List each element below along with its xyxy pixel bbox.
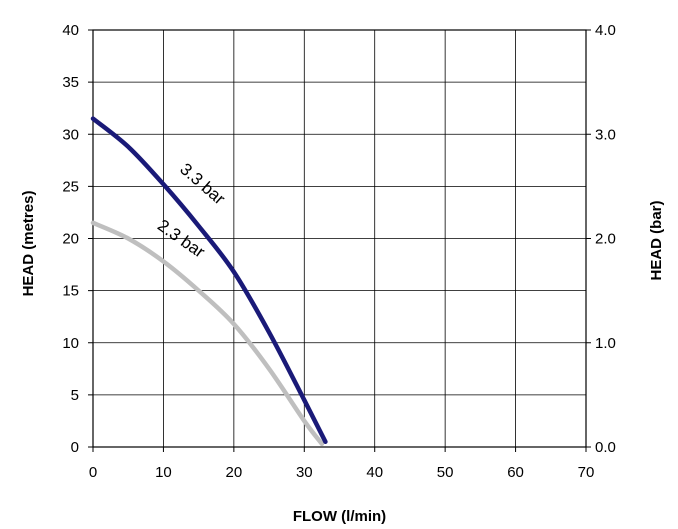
x-axis-ticks: 0 10 20 30 40 50 60 70 (89, 447, 595, 481)
y-axis-left-ticks: 0 5 10 15 20 25 30 35 40 (62, 22, 93, 456)
y-tick-label: 5 (71, 387, 79, 404)
x-tick-label: 40 (366, 464, 383, 481)
y-tick-label: 30 (62, 126, 79, 143)
y-tick-label: 25 (62, 178, 79, 195)
x-tick-label: 70 (578, 464, 595, 481)
y2-tick-label: 3.0 (595, 126, 616, 143)
y-tick-label: 20 (62, 231, 79, 248)
x-tick-label: 0 (89, 464, 97, 481)
x-tick-label: 60 (507, 464, 524, 481)
series-line-3-3-bar (90, 116, 328, 445)
y-tick-label: 10 (62, 335, 79, 352)
series-label-3-3-bar: 3.3 bar (176, 159, 229, 208)
x-tick-label: 20 (226, 464, 243, 481)
y-axis-right-ticks: 0.0 1.0 2.0 3.0 4.0 (586, 22, 616, 456)
y-tick-label: 15 (62, 283, 79, 300)
grid-lines (93, 30, 586, 447)
x-axis-title: FLOW (l/min) (293, 508, 386, 525)
y2-tick-label: 4.0 (595, 22, 616, 39)
y2-tick-label: 2.0 (595, 231, 616, 248)
y-tick-label: 35 (62, 74, 79, 91)
x-tick-label: 10 (155, 464, 172, 481)
y-axis-right-title: HEAD (bar) (648, 200, 665, 280)
x-tick-label: 30 (296, 464, 313, 481)
series-line-2-3-bar (90, 220, 325, 447)
y-tick-label: 40 (62, 22, 79, 39)
y-axis-left-title: HEAD (metres) (20, 191, 37, 297)
y-tick-label: 0 (71, 439, 79, 456)
series-group (90, 116, 328, 447)
y2-tick-label: 1.0 (595, 335, 616, 352)
y2-tick-label: 0.0 (595, 439, 616, 456)
x-tick-label: 50 (437, 464, 454, 481)
